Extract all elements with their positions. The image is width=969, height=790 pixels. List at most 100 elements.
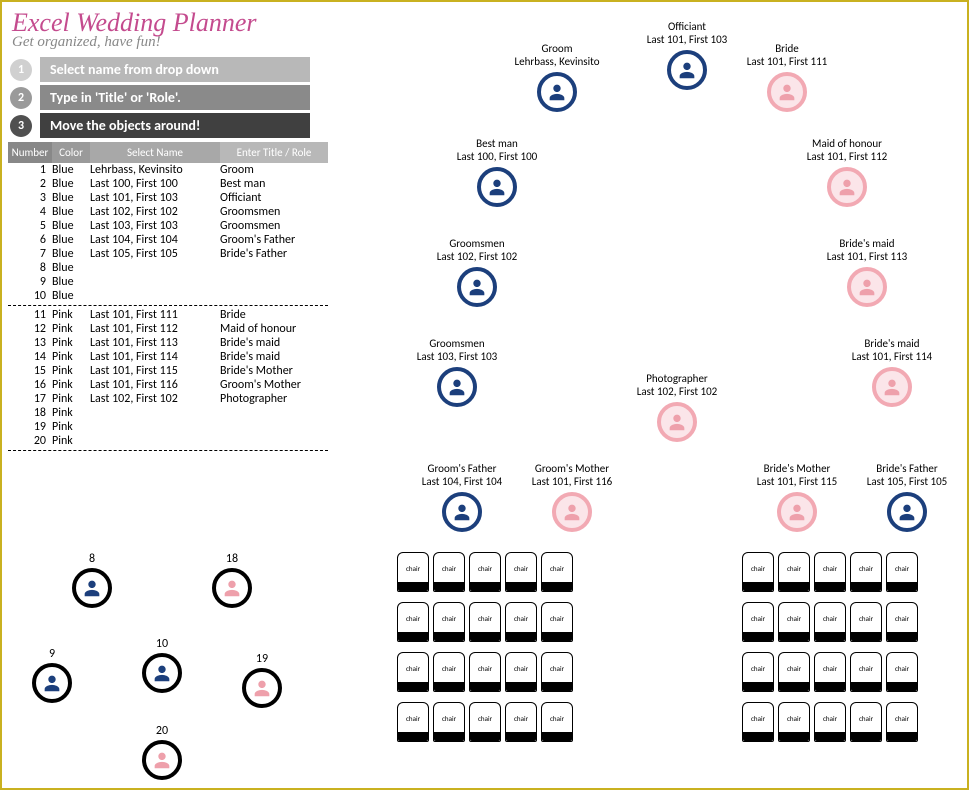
cell-role[interactable]: Maid of honour xyxy=(220,322,328,336)
cell-name[interactable]: Last 101, First 103 xyxy=(90,191,220,205)
chair[interactable]: chair xyxy=(541,552,573,592)
table-row[interactable]: 12PinkLast 101, First 112Maid of honour xyxy=(8,322,328,336)
table-row[interactable]: 7BlueLast 105, First 105Bride's Father xyxy=(8,247,328,261)
cell-name[interactable]: Lehrbass, Kevinsito xyxy=(90,163,220,177)
chair[interactable]: chair xyxy=(433,652,465,692)
chair[interactable]: chair xyxy=(814,552,846,592)
person-bride-s-mother[interactable]: Bride's MotherLast 101, First 115 xyxy=(742,462,852,532)
table-row[interactable]: 4BlueLast 102, First 102Groomsmen xyxy=(8,205,328,219)
person-groom-s-father[interactable]: Groom's FatherLast 104, First 104 xyxy=(407,462,517,532)
chair[interactable]: chair xyxy=(469,602,501,642)
chair-group[interactable]: chairchairchairchairchairchairchairchair… xyxy=(742,552,918,752)
chair[interactable]: chair xyxy=(778,652,810,692)
person-icon[interactable] xyxy=(827,167,867,207)
cell-role[interactable]: Bride's Father xyxy=(220,247,328,261)
cell-role[interactable]: Bride's maid xyxy=(220,350,328,364)
cell-name[interactable]: Last 103, First 103 xyxy=(90,219,220,233)
cell-role[interactable]: Groom's Father xyxy=(220,233,328,247)
person-icon[interactable] xyxy=(887,492,927,532)
spare-avatar[interactable]: 20 xyxy=(132,724,192,780)
cell-name[interactable]: Last 102, First 102 xyxy=(90,205,220,219)
person-photographer[interactable]: PhotographerLast 102, First 102 xyxy=(622,372,732,442)
person-groomsmen[interactable]: GroomsmenLast 102, First 102 xyxy=(422,237,532,307)
chair[interactable]: chair xyxy=(886,602,918,642)
table-row[interactable]: 20Pink xyxy=(8,434,328,448)
table-row[interactable]: 16PinkLast 101, First 116Groom's Mother xyxy=(8,378,328,392)
chair[interactable]: chair xyxy=(814,652,846,692)
chair[interactable]: chair xyxy=(886,552,918,592)
chair[interactable]: chair xyxy=(850,602,882,642)
cell-name[interactable] xyxy=(90,420,220,434)
person-icon[interactable] xyxy=(477,167,517,207)
chair[interactable]: chair xyxy=(850,652,882,692)
chair[interactable]: chair xyxy=(505,602,537,642)
cell-name[interactable]: Last 104, First 104 xyxy=(90,233,220,247)
table-row[interactable]: 8Blue xyxy=(8,261,328,275)
cell-name[interactable]: Last 101, First 116 xyxy=(90,378,220,392)
cell-role[interactable] xyxy=(220,420,328,434)
chair[interactable]: chair xyxy=(541,602,573,642)
spare-avatar[interactable]: 18 xyxy=(202,552,262,608)
cell-role[interactable] xyxy=(220,275,328,289)
person-icon[interactable] xyxy=(847,267,887,307)
person-icon[interactable] xyxy=(767,72,807,112)
cell-name[interactable]: Last 101, First 111 xyxy=(90,308,220,322)
chair[interactable]: chair xyxy=(469,702,501,742)
person-best-man[interactable]: Best manLast 100, First 100 xyxy=(442,137,552,207)
cell-role[interactable]: Officiant xyxy=(220,191,328,205)
chair[interactable]: chair xyxy=(469,552,501,592)
cell-role[interactable]: Groom xyxy=(220,163,328,177)
chair[interactable]: chair xyxy=(541,702,573,742)
person-icon[interactable] xyxy=(552,492,592,532)
cell-name[interactable]: Last 100, First 100 xyxy=(90,177,220,191)
chair[interactable]: chair xyxy=(886,652,918,692)
cell-name[interactable] xyxy=(90,275,220,289)
table-row[interactable]: 2BlueLast 100, First 100Best man xyxy=(8,177,328,191)
chair[interactable]: chair xyxy=(742,602,774,642)
person-icon[interactable] xyxy=(777,492,817,532)
table-row[interactable]: 17PinkLast 102, First 102Photographer xyxy=(8,392,328,406)
person-icon[interactable] xyxy=(32,663,72,703)
chair[interactable]: chair xyxy=(814,602,846,642)
person-icon[interactable] xyxy=(212,568,252,608)
person-icon[interactable] xyxy=(457,267,497,307)
person-icon[interactable] xyxy=(537,72,577,112)
cell-name[interactable]: Last 101, First 113 xyxy=(90,336,220,350)
cell-role[interactable] xyxy=(220,261,328,275)
spare-avatar[interactable]: 9 xyxy=(22,647,82,703)
person-icon[interactable] xyxy=(657,402,697,442)
chair[interactable]: chair xyxy=(397,552,429,592)
chair-group[interactable]: chairchairchairchairchairchairchairchair… xyxy=(397,552,573,752)
table-row[interactable]: 1BlueLehrbass, KevinsitoGroom xyxy=(8,163,328,177)
person-icon[interactable] xyxy=(872,367,912,407)
person-bride-s-maid[interactable]: Bride's maidLast 101, First 113 xyxy=(812,237,922,307)
cell-role[interactable]: Groom's Mother xyxy=(220,378,328,392)
chair[interactable]: chair xyxy=(814,702,846,742)
chair[interactable]: chair xyxy=(433,702,465,742)
chair[interactable]: chair xyxy=(469,652,501,692)
table-row[interactable]: 11PinkLast 101, First 111Bride xyxy=(8,308,328,322)
table-row[interactable]: 14PinkLast 101, First 114Bride's maid xyxy=(8,350,328,364)
person-maid-of-honour[interactable]: Maid of honourLast 101, First 112 xyxy=(792,137,902,207)
chair[interactable]: chair xyxy=(742,702,774,742)
cell-name[interactable] xyxy=(90,289,220,303)
person-icon[interactable] xyxy=(442,492,482,532)
cell-name[interactable]: Last 101, First 115 xyxy=(90,364,220,378)
chair[interactable]: chair xyxy=(541,652,573,692)
cell-role[interactable]: Bride's Mother xyxy=(220,364,328,378)
person-icon[interactable] xyxy=(142,653,182,693)
table-row[interactable]: 6BlueLast 104, First 104Groom's Father xyxy=(8,233,328,247)
person-icon[interactable] xyxy=(242,668,282,708)
cell-name[interactable]: Last 105, First 105 xyxy=(90,247,220,261)
table-row[interactable]: 3BlueLast 101, First 103Officiant xyxy=(8,191,328,205)
table-row[interactable]: 5BlueLast 103, First 103Groomsmen xyxy=(8,219,328,233)
chair[interactable]: chair xyxy=(397,702,429,742)
chair[interactable]: chair xyxy=(886,702,918,742)
person-icon[interactable] xyxy=(142,740,182,780)
person-groomsmen[interactable]: GroomsmenLast 103, First 103 xyxy=(402,337,512,407)
cell-role[interactable]: Photographer xyxy=(220,392,328,406)
spare-avatar[interactable]: 19 xyxy=(232,652,292,708)
table-row[interactable]: 13PinkLast 101, First 113Bride's maid xyxy=(8,336,328,350)
chair[interactable]: chair xyxy=(397,652,429,692)
cell-name[interactable] xyxy=(90,406,220,420)
